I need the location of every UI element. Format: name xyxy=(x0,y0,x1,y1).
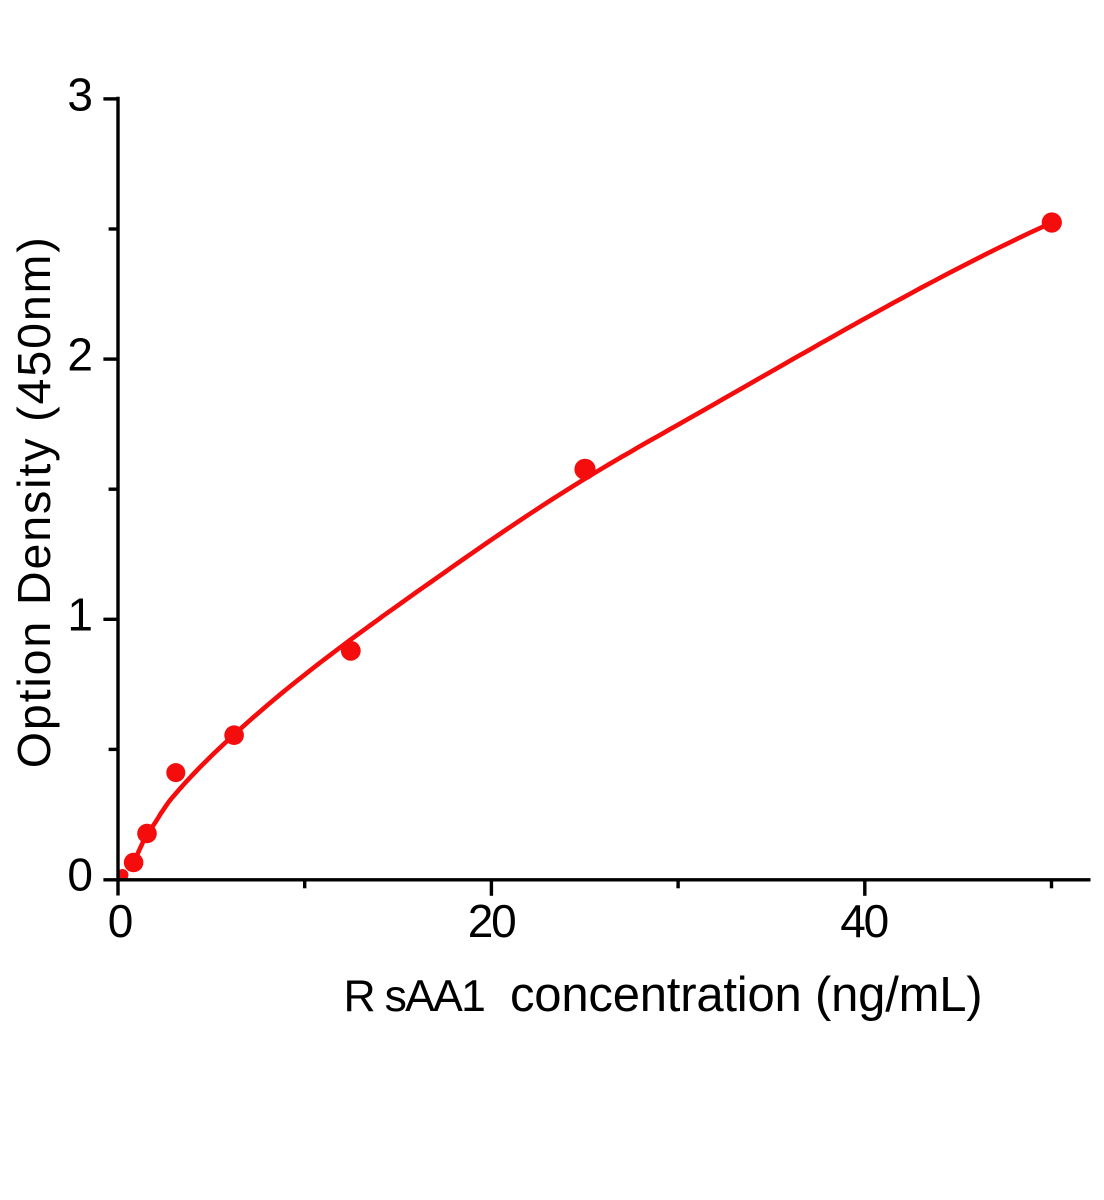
svg-text:2: 2 xyxy=(67,329,93,381)
svg-text:1: 1 xyxy=(67,589,93,641)
svg-text:0: 0 xyxy=(108,895,134,947)
svg-text:concentration (ng/mL): concentration (ng/mL) xyxy=(510,968,982,1022)
svg-text:20: 20 xyxy=(468,895,515,947)
svg-text:Option Density (450nm): Option Density (450nm) xyxy=(8,235,60,768)
svg-text:40: 40 xyxy=(840,895,887,947)
svg-text:0: 0 xyxy=(67,849,93,901)
svg-text:3: 3 xyxy=(67,69,93,121)
svg-text:R sAA1: R sAA1 xyxy=(344,972,485,1021)
